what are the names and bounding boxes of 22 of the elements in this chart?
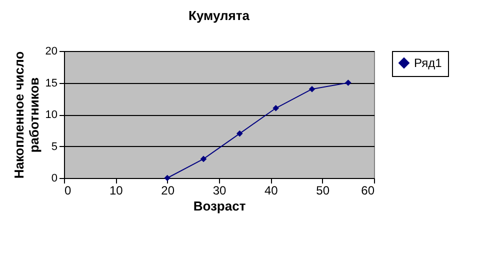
x-tick-label: 40	[264, 184, 278, 198]
x-tick-label: 0	[64, 184, 72, 198]
x-axis-title: Возраст	[193, 198, 246, 214]
x-tick-label: 50	[316, 184, 330, 198]
point	[272, 104, 279, 112]
x-tick-label: 20	[161, 184, 175, 198]
y-tick-label: 10	[45, 109, 58, 121]
point	[200, 156, 207, 162]
x-tick-label: 10	[109, 184, 124, 198]
x-tick-label: 60	[361, 184, 375, 198]
point	[308, 86, 316, 92]
legend-label: Ряд1	[414, 56, 442, 70]
y-tick-label: 5	[51, 140, 58, 153]
x-tick-label: 30	[212, 184, 226, 198]
chart-title: Кумулята	[188, 8, 250, 23]
y-axis-title: Накопленное число работников	[11, 51, 42, 179]
point	[164, 174, 170, 182]
point	[345, 80, 352, 86]
y-tick-label: 20	[45, 46, 58, 58]
y-tick-label: 15	[45, 77, 58, 90]
point	[236, 130, 243, 137]
y-tick-label: 0	[51, 172, 58, 184]
